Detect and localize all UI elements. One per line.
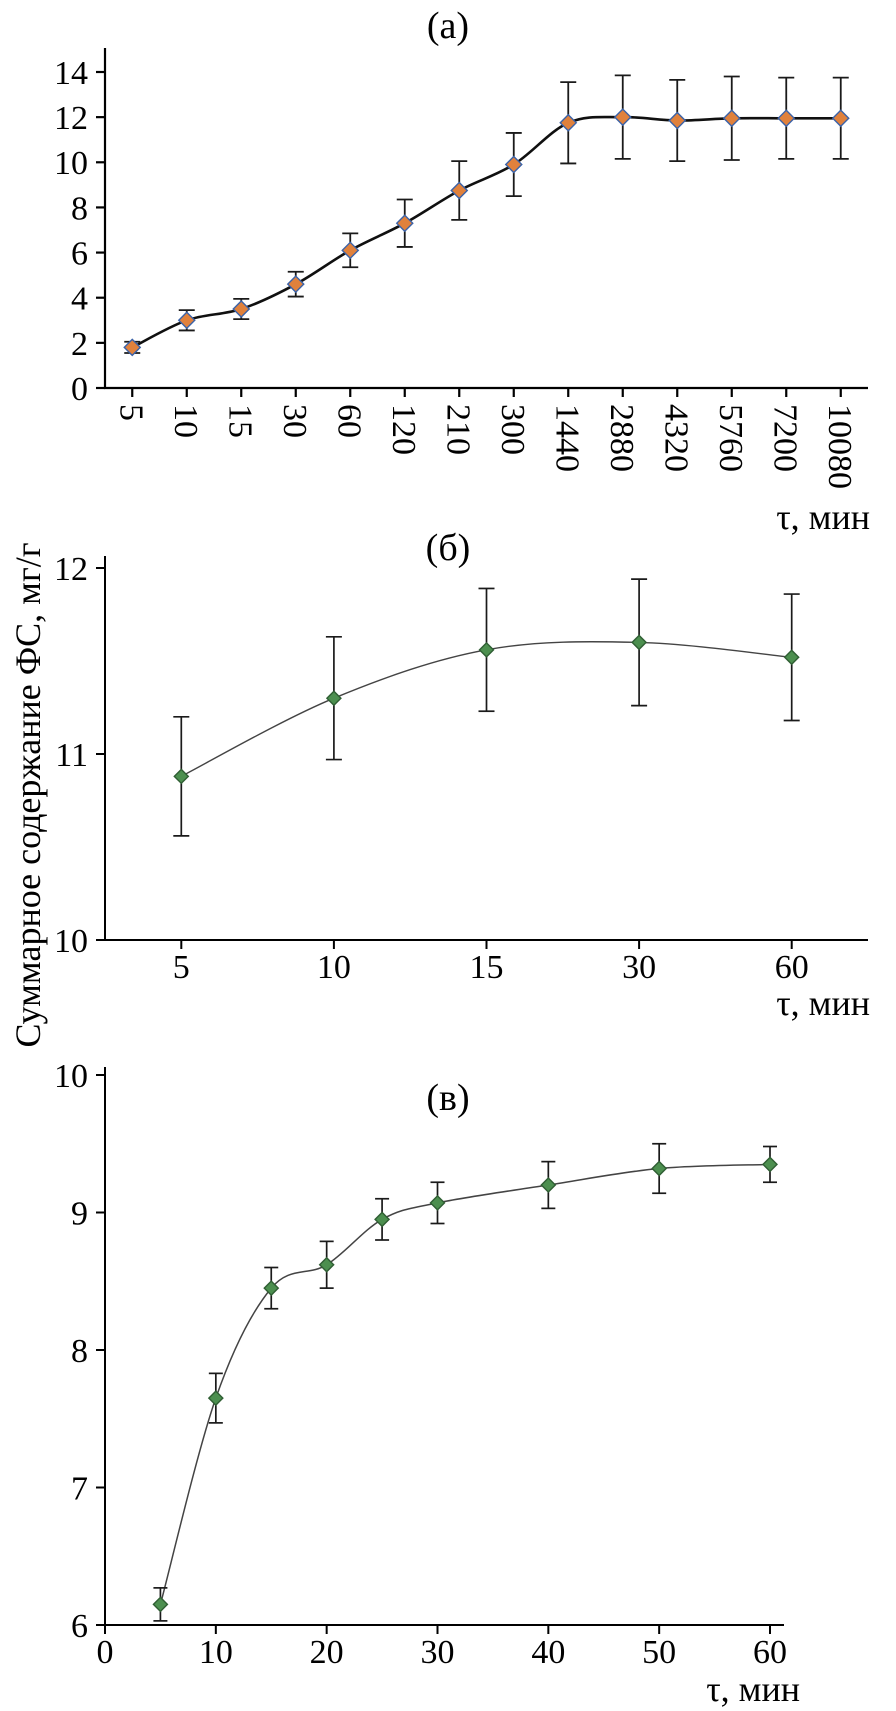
panel-v-xaxis-label: τ, мин bbox=[706, 1669, 800, 1709]
x-tick-label: 2880 bbox=[603, 404, 640, 472]
data-point-marker bbox=[177, 311, 196, 330]
x-tick-label: 15 bbox=[221, 404, 258, 438]
y-tick-label: 8 bbox=[71, 1333, 88, 1370]
y-tick-label: 10 bbox=[54, 1060, 88, 1095]
shared-yaxis-label: Суммарное содержание ФС, мг/г bbox=[8, 542, 48, 1048]
x-tick-label: 10 bbox=[167, 404, 204, 438]
x-tick-label: 60 bbox=[753, 1634, 787, 1671]
data-point-marker bbox=[232, 300, 251, 318]
x-tick-label: 120 bbox=[385, 404, 422, 455]
y-tick-label: 4 bbox=[71, 281, 88, 318]
data-point-marker bbox=[374, 1211, 391, 1228]
x-tick-label: 300 bbox=[494, 404, 531, 455]
x-tick-label: 5 bbox=[173, 949, 190, 986]
data-point-marker bbox=[631, 634, 648, 651]
data-point-marker bbox=[504, 155, 523, 174]
y-tick-label: 8 bbox=[71, 190, 88, 227]
x-tick-label: 30 bbox=[421, 1634, 455, 1671]
x-tick-label: 60 bbox=[775, 949, 809, 986]
data-point-marker bbox=[651, 1160, 668, 1177]
x-tick-label: 210 bbox=[439, 404, 476, 455]
data-point-marker bbox=[722, 109, 741, 128]
axes-a bbox=[103, 48, 868, 390]
data-point-marker bbox=[123, 338, 142, 357]
y-tick-label: 2 bbox=[71, 326, 88, 363]
panel-b-chart: 10 11 12 5 10 15 30 60 bbox=[54, 551, 868, 986]
panel-b-xaxis-label: τ, мин bbox=[776, 983, 870, 1023]
y-tick-label: 0 bbox=[71, 371, 88, 408]
x-tick-label: 10 bbox=[199, 1634, 233, 1671]
x-tick-label: 15 bbox=[470, 949, 504, 986]
x-tick-label: 5 bbox=[112, 404, 149, 421]
data-point-marker bbox=[325, 690, 342, 707]
x-tick-label: 5760 bbox=[712, 404, 749, 472]
x-tick-label: 30 bbox=[622, 949, 656, 986]
panel-v-chart: 6 7 8 9 10 0 10 20 30 40 50 60 bbox=[54, 1060, 787, 1671]
data-point-marker bbox=[152, 1596, 169, 1613]
y-tick-label: 6 bbox=[71, 235, 88, 272]
axes-v bbox=[104, 1067, 784, 1626]
data-point-marker bbox=[613, 108, 632, 127]
x-tick-label: 7200 bbox=[766, 404, 803, 472]
data-point-marker bbox=[559, 113, 578, 132]
data-point-marker bbox=[318, 1256, 335, 1273]
x-tick-label: 10 bbox=[317, 949, 351, 986]
data-point-marker bbox=[762, 1156, 778, 1173]
x-tick-label: 0 bbox=[97, 1634, 114, 1671]
y-tick-label: 9 bbox=[71, 1195, 88, 1232]
x-tick-label: 30 bbox=[276, 404, 313, 438]
y-tick-label: 14 bbox=[54, 55, 88, 92]
y-tick-label: 10 bbox=[54, 923, 88, 960]
data-point-marker bbox=[341, 241, 360, 260]
y-tick-label: 12 bbox=[54, 551, 88, 588]
x-tick-label: 10080 bbox=[821, 404, 858, 489]
panel-b-title: (б) bbox=[425, 527, 471, 569]
data-point-marker bbox=[777, 109, 796, 128]
x-tick-label: 40 bbox=[531, 1634, 565, 1671]
data-point-marker bbox=[783, 649, 800, 666]
data-point-marker bbox=[668, 111, 687, 130]
data-point-marker bbox=[207, 1390, 224, 1407]
data-point-marker bbox=[263, 1280, 280, 1297]
data-point-marker bbox=[831, 109, 850, 128]
data-point-marker bbox=[286, 275, 305, 294]
panel-a-xaxis-label: τ, мин bbox=[776, 497, 870, 537]
data-point-marker bbox=[395, 214, 414, 233]
y-tick-label: 7 bbox=[71, 1470, 88, 1507]
data-point-marker bbox=[429, 1194, 446, 1211]
y-tick-label: 10 bbox=[54, 145, 88, 182]
x-tick-label: 1440 bbox=[548, 404, 585, 472]
panel-a-chart: 0 2 4 6 8 10 12 14 5 10 15 30 60 120 210 300 1440 2880 432… bbox=[54, 48, 868, 489]
data-point-marker bbox=[478, 641, 495, 658]
y-tick-label: 6 bbox=[71, 1608, 88, 1645]
panel-v-title: (в) bbox=[426, 1077, 470, 1119]
y-tick-label: 11 bbox=[55, 737, 88, 774]
x-tick-label: 50 bbox=[642, 1634, 676, 1671]
panel-a-title: (а) bbox=[426, 5, 470, 47]
data-point-marker bbox=[173, 768, 190, 785]
x-tick-label: 60 bbox=[330, 404, 367, 438]
x-tick-label: 4320 bbox=[657, 404, 694, 472]
fit-curve-v bbox=[159, 1163, 771, 1605]
x-tick-label: 20 bbox=[310, 1634, 344, 1671]
data-point-marker bbox=[450, 181, 469, 200]
y-tick-label: 12 bbox=[54, 100, 88, 137]
data-point-marker bbox=[540, 1177, 557, 1193]
